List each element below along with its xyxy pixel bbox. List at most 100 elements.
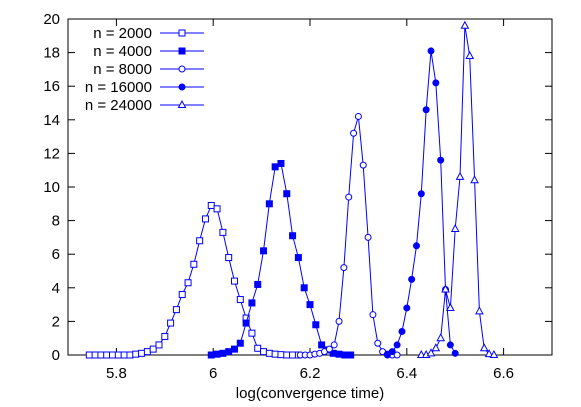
data-point <box>347 351 355 359</box>
data-point <box>236 339 244 347</box>
data-point <box>149 345 157 353</box>
data-point <box>248 329 256 337</box>
data-point <box>437 156 445 164</box>
series-1 <box>85 201 302 359</box>
legend-label: n = 16000 <box>85 79 152 96</box>
data-point <box>312 321 320 329</box>
data-point <box>350 129 358 137</box>
data-point <box>460 20 470 29</box>
data-point <box>172 306 180 314</box>
data-point <box>484 349 494 358</box>
data-point <box>201 215 209 223</box>
data-point <box>219 349 227 357</box>
data-point <box>403 304 411 312</box>
data-point <box>265 349 273 357</box>
x-axis-label: log(convergence time) <box>236 385 384 402</box>
data-point <box>103 351 111 359</box>
data-point <box>489 349 499 358</box>
data-point <box>417 190 425 198</box>
data-point <box>138 349 146 357</box>
data-point <box>393 351 401 359</box>
data-point <box>436 333 446 342</box>
series-layer <box>85 20 499 359</box>
data-point <box>260 348 268 356</box>
x-tick-label: 6.2 <box>300 365 321 382</box>
data-point <box>341 351 349 359</box>
data-point <box>114 351 122 359</box>
data-point <box>126 351 134 359</box>
data-point <box>254 344 262 352</box>
data-point <box>109 351 117 359</box>
data-point <box>190 260 198 268</box>
data-point <box>277 159 285 167</box>
data-point <box>230 277 238 285</box>
data-point <box>213 350 221 358</box>
data-point <box>207 351 215 359</box>
x-tick-label: 6 <box>209 365 217 382</box>
data-point <box>388 348 396 356</box>
data-point <box>265 200 273 208</box>
data-point <box>294 254 302 262</box>
data-point <box>178 291 186 299</box>
data-point <box>359 161 367 169</box>
data-point <box>271 350 279 358</box>
data-point <box>283 351 291 359</box>
data-point <box>431 343 441 352</box>
legend-label: n = 24000 <box>85 97 152 114</box>
data-point <box>427 47 435 55</box>
data-point <box>196 237 204 245</box>
y-tick-label: 16 <box>43 78 60 95</box>
legend-entry: n = 24000 <box>85 97 204 114</box>
y-tick-label: 2 <box>52 313 60 330</box>
data-point <box>318 341 326 349</box>
data-point <box>335 317 343 325</box>
legend-entry: n = 8000 <box>93 61 204 78</box>
data-point <box>441 284 450 293</box>
data-point <box>177 99 187 108</box>
data-point <box>340 264 348 272</box>
data-point <box>178 47 186 55</box>
data-point <box>330 341 338 349</box>
data-point <box>120 351 128 359</box>
data-point <box>236 296 244 304</box>
data-point <box>369 311 377 319</box>
data-point <box>184 279 192 287</box>
data-point <box>398 327 406 335</box>
data-point <box>85 351 93 359</box>
data-point <box>225 348 233 356</box>
legend-entry: n = 16000 <box>85 79 204 96</box>
data-point <box>178 65 186 73</box>
y-tick-label: 10 <box>43 179 60 196</box>
data-point <box>451 349 459 357</box>
data-point <box>277 351 285 359</box>
data-point <box>300 284 308 292</box>
series-2 <box>207 159 355 359</box>
data-point <box>345 193 353 201</box>
data-point <box>432 79 440 87</box>
data-point <box>248 299 256 307</box>
data-point <box>219 228 227 236</box>
series-5 <box>416 20 499 358</box>
data-point <box>383 351 391 359</box>
legend-entry: n = 2000 <box>93 25 204 42</box>
data-point <box>178 29 186 37</box>
data-point <box>97 351 105 359</box>
data-point <box>325 345 333 353</box>
data-point <box>455 171 465 180</box>
data-point <box>254 280 262 288</box>
y-tick-label: 8 <box>52 213 60 230</box>
data-point <box>354 112 362 120</box>
data-point <box>364 233 372 241</box>
data-point <box>271 163 279 171</box>
data-point <box>446 341 454 349</box>
data-point <box>446 302 455 311</box>
data-point <box>374 339 382 347</box>
data-point <box>167 319 175 327</box>
data-point <box>393 341 401 349</box>
data-point <box>260 247 268 255</box>
data-point <box>289 232 297 240</box>
data-point <box>465 50 475 59</box>
data-point <box>230 345 238 353</box>
